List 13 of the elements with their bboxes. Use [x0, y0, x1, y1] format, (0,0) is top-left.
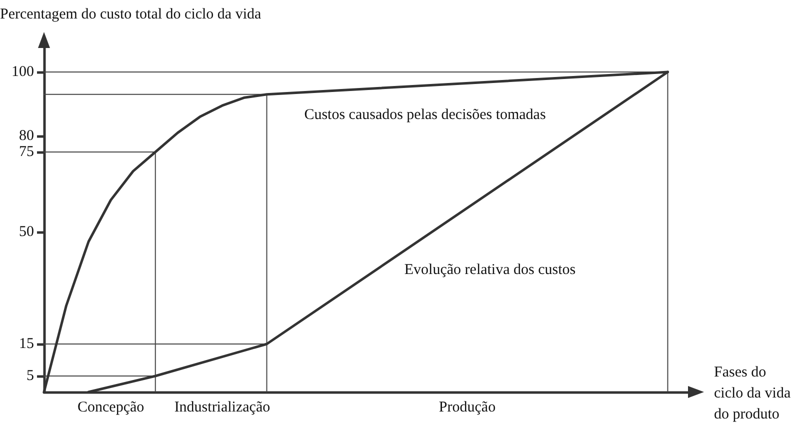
x-tick-label: Produção	[438, 400, 496, 416]
y-tick-label: 15	[19, 336, 34, 352]
y-tick-label: 100	[12, 64, 34, 80]
y-tick-label: 80	[19, 128, 34, 144]
x-tick-label: Industrialização	[174, 400, 270, 416]
y-tick-label: 5	[26, 368, 34, 384]
annotation: Evolução relativa dos custos	[404, 262, 576, 278]
y-axis-title: Percentagem do custo total do ciclo da vida	[0, 6, 262, 22]
x-tick-label: Concepção	[78, 400, 144, 416]
annotation: Custos causados pelas decisões tomadas	[304, 107, 546, 123]
x-axis-title: Fases do ciclo da vida do produto	[714, 364, 794, 422]
y-tick-label: 75	[19, 144, 34, 160]
y-tick-label: 50	[19, 224, 34, 240]
